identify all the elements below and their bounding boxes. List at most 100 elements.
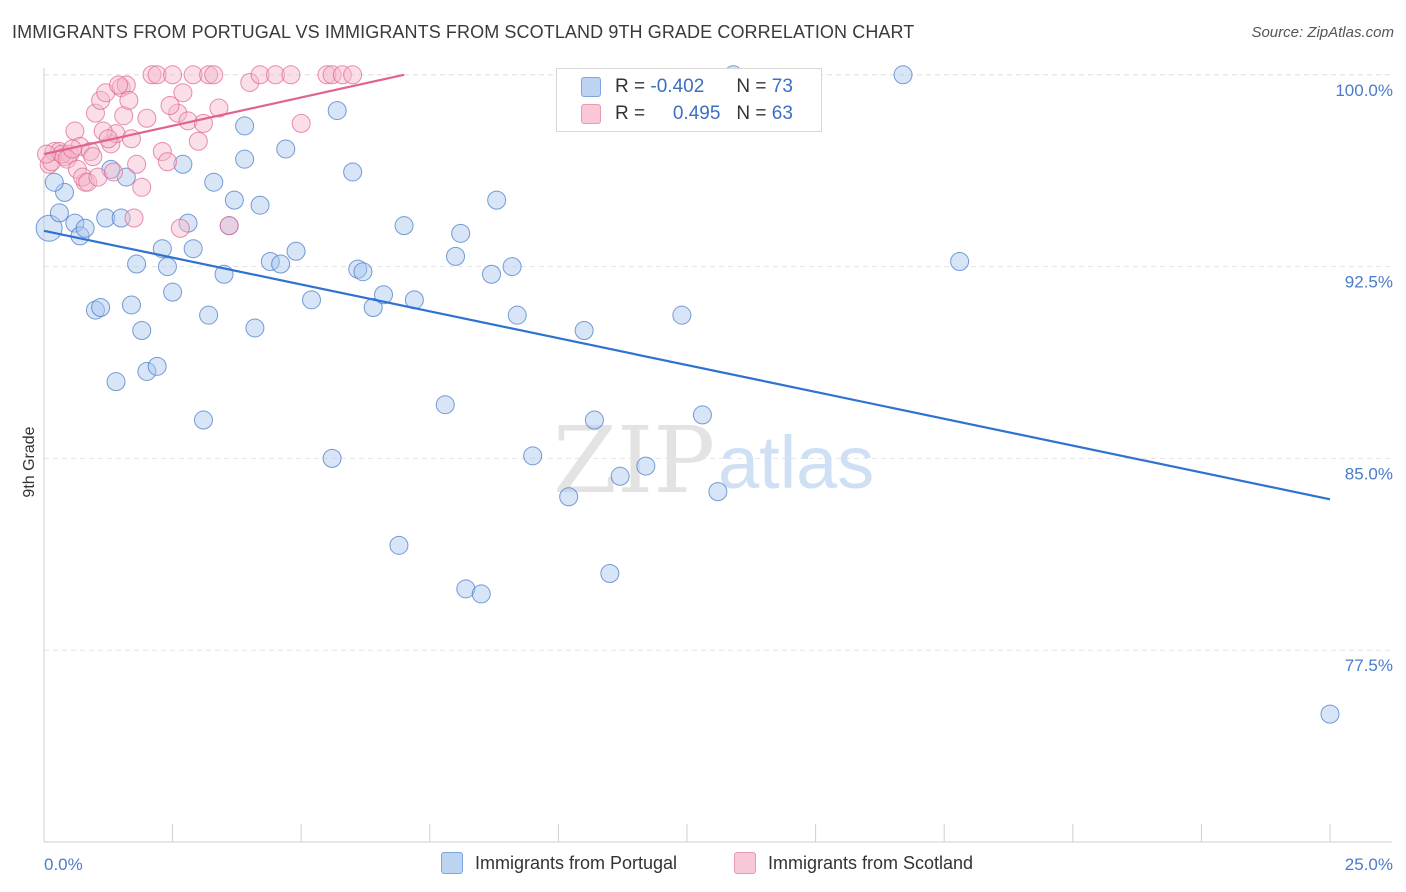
data-point	[127, 154, 147, 174]
axes	[43, 68, 1392, 843]
series-swatch-portugal	[441, 852, 463, 874]
data-point	[124, 208, 144, 228]
data-point	[224, 190, 244, 210]
legend-swatch-portugal	[581, 77, 601, 97]
data-point	[147, 65, 167, 85]
data-point	[85, 300, 105, 320]
data-point	[75, 218, 95, 238]
legend-swatch-scotland	[581, 104, 601, 124]
data-point	[103, 162, 123, 182]
data-point	[188, 131, 208, 151]
data-point	[83, 147, 103, 167]
data-point	[451, 223, 471, 243]
data-point	[152, 142, 172, 162]
y-tick-labels: 77.5% 85.0% 92.5% 100.0%	[1335, 81, 1393, 675]
x-tick-label: 25.0%	[1345, 855, 1393, 874]
data-point	[327, 101, 347, 121]
data-point	[121, 295, 141, 315]
y-tick-label: 85.0%	[1345, 464, 1393, 483]
x-tick-label: 0.0%	[44, 855, 83, 874]
data-point	[389, 535, 409, 555]
series-portugal-points	[35, 65, 1340, 724]
data-point	[173, 83, 193, 103]
data-point	[692, 405, 712, 425]
data-point	[152, 239, 172, 259]
data-point	[322, 448, 342, 468]
data-point	[523, 446, 543, 466]
data-point	[35, 214, 63, 242]
data-point	[44, 172, 64, 192]
data-point	[235, 149, 255, 169]
data-point	[160, 95, 180, 115]
data-point	[281, 65, 301, 85]
data-point	[199, 305, 219, 325]
legend-r-label: R =	[615, 76, 646, 97]
series-legend-portugal: Immigrants from Portugal	[441, 852, 677, 874]
data-point	[250, 65, 270, 85]
legend-n-label: N =	[736, 103, 767, 124]
data-point	[610, 466, 630, 486]
data-point	[574, 321, 594, 341]
data-point	[85, 103, 105, 123]
legend-r-label: R =	[615, 103, 646, 124]
series-legend: Immigrants from Portugal Immigrants from…	[0, 852, 1406, 878]
data-point	[137, 108, 157, 128]
y-tick-label: 92.5%	[1345, 273, 1393, 292]
data-point	[245, 318, 265, 338]
data-point	[157, 152, 177, 172]
data-point	[96, 208, 116, 228]
data-point	[708, 482, 728, 502]
data-point	[487, 190, 507, 210]
data-point	[235, 116, 255, 136]
data-point	[127, 254, 147, 274]
data-point	[147, 356, 167, 376]
data-point	[240, 72, 260, 92]
data-point	[471, 584, 491, 604]
data-point	[301, 290, 321, 310]
series-name-portugal: Immigrants from Portugal	[475, 852, 678, 873]
data-point	[343, 65, 363, 85]
data-point	[394, 216, 414, 236]
data-point	[559, 487, 579, 507]
data-point	[353, 262, 373, 282]
data-point	[91, 298, 111, 318]
data-point	[317, 65, 337, 85]
data-point	[173, 154, 193, 174]
y-tick-label: 100.0%	[1335, 81, 1393, 100]
data-point	[286, 241, 306, 261]
data-point	[219, 216, 239, 236]
data-point	[950, 251, 970, 271]
data-point	[183, 65, 203, 85]
legend-r-value-portugal: -0.402	[650, 76, 705, 97]
series-swatch-scotland	[734, 852, 756, 874]
data-point	[435, 395, 455, 415]
data-point	[291, 113, 311, 133]
trend-line-portugal	[43, 229, 1331, 501]
legend-r-value-scotland: 0.495	[672, 103, 721, 124]
legend-n-value-portugal: 73	[771, 76, 793, 97]
legend-row-scotland: R = 0.495 N = 63	[581, 102, 793, 126]
data-point	[348, 259, 368, 279]
data-point	[137, 361, 157, 381]
legend-n-value-scotland: 63	[771, 103, 793, 124]
data-point	[183, 239, 203, 259]
data-point	[600, 563, 620, 583]
watermark: ZIP atlas	[553, 407, 874, 514]
data-point	[276, 139, 296, 159]
data-point	[55, 182, 75, 202]
y-axis-label: 9th Grade	[21, 426, 38, 497]
series-name-scotland: Immigrants from Scotland	[768, 852, 974, 873]
data-point	[204, 65, 224, 85]
data-point	[265, 65, 285, 85]
data-point	[88, 167, 108, 187]
watermark-atlas: atlas	[718, 421, 874, 504]
data-point	[446, 246, 466, 266]
data-point	[109, 75, 129, 95]
chart-title: IMMIGRANTS FROM PORTUGAL VS IMMIGRANTS F…	[12, 22, 915, 42]
watermark-zip: ZIP	[553, 407, 715, 514]
data-point	[332, 65, 352, 85]
data-point	[250, 195, 270, 215]
data-point	[672, 305, 692, 325]
data-point	[1320, 704, 1340, 724]
trend-lines	[43, 73, 1331, 501]
